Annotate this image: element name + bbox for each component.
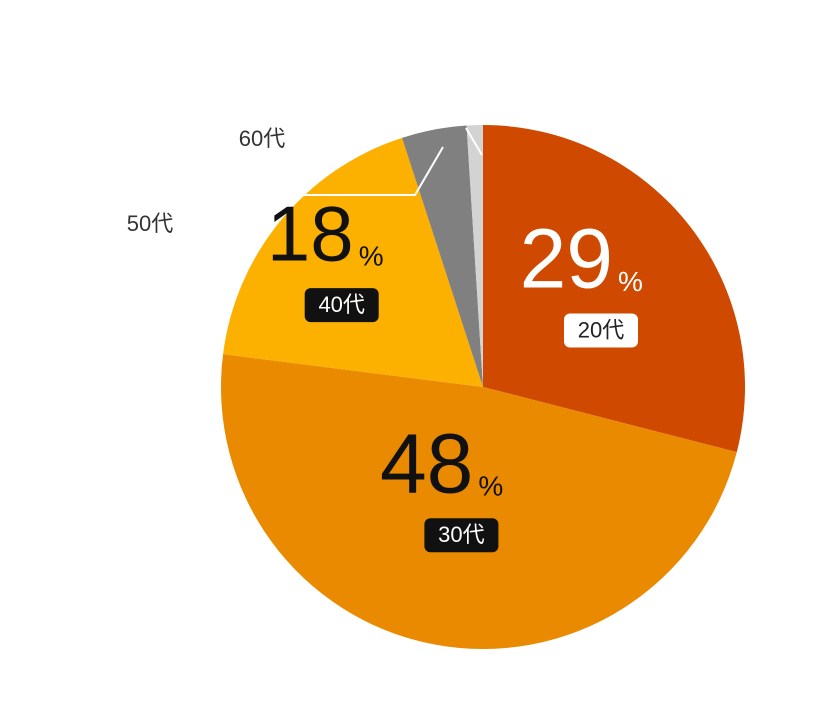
- category-label: 30代: [438, 522, 484, 547]
- value-unit: %: [478, 471, 503, 502]
- value-label: 29: [520, 212, 613, 306]
- pie-slice: [220, 354, 737, 650]
- value-label: 18: [267, 190, 354, 278]
- value-unit: %: [359, 240, 384, 271]
- category-label: 20代: [578, 317, 624, 342]
- leader-line: [465, 127, 483, 156]
- category-label: 50代: [127, 211, 173, 236]
- category-badge: [424, 518, 499, 553]
- category-badge: [564, 313, 639, 348]
- slice-label: 29 % 20代: [520, 212, 643, 348]
- pie-slice: [402, 125, 483, 387]
- value-label: 48: [380, 416, 473, 510]
- slice-label: 18 % 40代: [267, 190, 384, 323]
- pie-slice: [466, 125, 483, 387]
- category-label: 60代: [239, 126, 285, 151]
- slice-label: 48 % 30代: [380, 416, 503, 553]
- pie-slice: [483, 125, 745, 453]
- category-badge: [304, 288, 379, 323]
- category-label: 40代: [318, 292, 364, 317]
- pie-slice: [223, 137, 483, 387]
- leader-line: [300, 146, 444, 196]
- value-unit: %: [618, 266, 643, 297]
